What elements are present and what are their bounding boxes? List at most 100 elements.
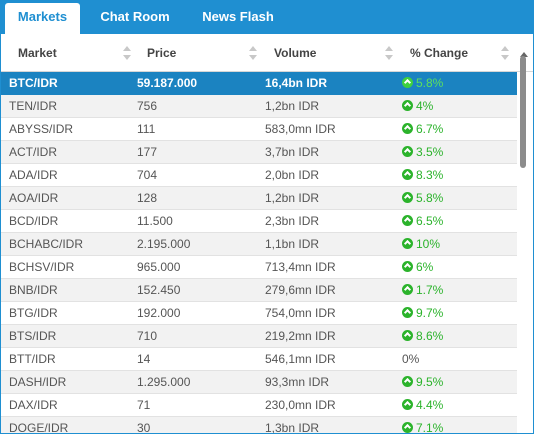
price-value: 152.450 — [137, 283, 181, 297]
volume-value: 3,7bn IDR — [265, 145, 320, 159]
column-header-volume[interactable]: Volume — [274, 46, 317, 60]
column-header-price[interactable]: Price — [147, 46, 177, 60]
table-row[interactable]: BCD/IDR 11.500 2,3bn IDR 6.5% — [1, 210, 517, 233]
arrow-up-circle-icon — [402, 284, 413, 295]
volume-value: 279,6mn IDR — [265, 283, 336, 297]
table-row[interactable]: BTS/IDR 710 219,2mn IDR 8.6% — [1, 325, 517, 348]
arrow-up-circle-icon — [402, 376, 413, 387]
market-name: BTT/IDR — [9, 352, 56, 366]
table-row[interactable]: BCHSV/IDR 965.000 713,4mn IDR 6% — [1, 256, 517, 279]
volume-value: 1,1bn IDR — [265, 237, 320, 251]
arrow-up-circle-icon — [402, 330, 413, 341]
scroll-up-arrow-icon[interactable] — [520, 52, 528, 57]
change-text: 8.6% — [416, 329, 444, 343]
table-row[interactable]: ACT/IDR 177 3,7bn IDR 3.5% — [1, 141, 517, 164]
change-text: 8.3% — [416, 168, 444, 182]
market-name: DAX/IDR — [9, 398, 58, 412]
market-name: BCHSV/IDR — [9, 260, 75, 274]
change-value: 6.7% — [402, 118, 443, 140]
table-row[interactable]: BTC/IDR 59.187.000 16,4bn IDR 5.8% — [1, 72, 517, 95]
change-value: 0% — [402, 348, 419, 370]
change-text: 4.4% — [416, 398, 444, 412]
table-row[interactable]: BTG/IDR 192.000 754,0mn IDR 9.7% — [1, 302, 517, 325]
price-value: 756 — [137, 99, 158, 113]
volume-value: 713,4mn IDR — [265, 260, 336, 274]
markets-table-body: BTC/IDR 59.187.000 16,4bn IDR 5.8% TEN/IDR 75… — [1, 72, 517, 434]
change-text: 5.8% — [416, 76, 444, 90]
volume-value: 93,3mn IDR — [265, 375, 330, 389]
tab-markets[interactable]: Markets — [5, 3, 80, 34]
table-header: Market Price Volume % Change — [1, 34, 533, 72]
price-value: 128 — [137, 191, 158, 205]
change-text: 1.7% — [416, 283, 444, 297]
price-value: 704 — [137, 168, 158, 182]
sort-volume-icon[interactable] — [385, 46, 393, 60]
tab-news-flash[interactable]: News Flash — [202, 9, 274, 24]
price-value: 11.500 — [137, 214, 173, 228]
price-value: 965.000 — [137, 260, 181, 274]
price-value: 2.195.000 — [137, 237, 191, 251]
arrow-up-circle-icon — [402, 123, 413, 134]
change-value: 8.3% — [402, 164, 443, 186]
change-value: 1.7% — [402, 279, 443, 301]
change-value: 6% — [402, 256, 433, 278]
tab-chat-room[interactable]: Chat Room — [100, 9, 170, 24]
volume-value: 583,0mn IDR — [265, 122, 336, 136]
volume-value: 1,2bn IDR — [265, 191, 320, 205]
column-header-market[interactable]: Market — [18, 46, 57, 60]
arrow-up-circle-icon — [402, 399, 413, 410]
table-row[interactable]: DASH/IDR 1.295.000 93,3mn IDR 9.5% — [1, 371, 517, 394]
sort-market-icon[interactable] — [123, 46, 131, 60]
arrow-up-circle-icon — [402, 77, 413, 88]
change-value: 6.5% — [402, 210, 443, 232]
arrow-up-circle-icon — [402, 238, 413, 249]
change-text: 4% — [416, 99, 434, 113]
change-value: 9.7% — [402, 302, 443, 324]
change-value: 5.8% — [402, 72, 443, 94]
table-row[interactable]: TEN/IDR 756 1,2bn IDR 4% — [1, 95, 517, 118]
scrollbar-thumb[interactable] — [520, 56, 526, 168]
change-value: 4.4% — [402, 394, 443, 416]
table-row[interactable]: DOGE/IDR 30 1,3bn IDR 7.1% — [1, 417, 517, 434]
table-row[interactable]: BNB/IDR 152.450 279,6mn IDR 1.7% — [1, 279, 517, 302]
sort-price-icon[interactable] — [249, 46, 257, 60]
volume-value: 230,0mn IDR — [265, 398, 336, 412]
price-value: 710 — [137, 329, 158, 343]
market-name: BTC/IDR — [9, 76, 58, 90]
change-text: 6.5% — [416, 214, 444, 228]
volume-value: 754,0mn IDR — [265, 306, 336, 320]
change-text: 10% — [416, 237, 441, 251]
table-row[interactable]: ABYSS/IDR 111 583,0mn IDR 6.7% — [1, 118, 517, 141]
sort-change-icon[interactable] — [501, 46, 509, 60]
market-name: BCHABC/IDR — [9, 237, 84, 251]
table-row[interactable]: ADA/IDR 704 2,0bn IDR 8.3% — [1, 164, 517, 187]
price-value: 1.295.000 — [137, 375, 191, 389]
table-row[interactable]: DAX/IDR 71 230,0mn IDR 4.4% — [1, 394, 517, 417]
change-text: 7.1% — [416, 421, 444, 434]
market-name: BNB/IDR — [9, 283, 58, 297]
price-value: 192.000 — [137, 306, 181, 320]
market-name: ADA/IDR — [9, 168, 58, 182]
market-name: TEN/IDR — [9, 99, 57, 113]
change-value: 10% — [402, 233, 440, 255]
table-row[interactable]: AOA/IDR 128 1,2bn IDR 5.8% — [1, 187, 517, 210]
price-value: 14 — [137, 352, 151, 366]
volume-value: 546,1mn IDR — [265, 352, 336, 366]
change-value: 8.6% — [402, 325, 443, 347]
market-name: ACT/IDR — [9, 145, 57, 159]
price-value: 71 — [137, 398, 151, 412]
change-value: 3.5% — [402, 141, 443, 163]
market-name: ABYSS/IDR — [9, 122, 74, 136]
change-text: 6.7% — [416, 122, 444, 136]
column-header-change[interactable]: % Change — [410, 46, 469, 60]
arrow-up-circle-icon — [402, 169, 413, 180]
table-row[interactable]: BCHABC/IDR 2.195.000 1,1bn IDR 10% — [1, 233, 517, 256]
price-value: 111 — [137, 122, 156, 136]
arrow-up-circle-icon — [402, 261, 413, 272]
volume-value: 2,3bn IDR — [265, 214, 320, 228]
volume-value: 16,4bn IDR — [265, 76, 328, 90]
arrow-up-circle-icon — [402, 146, 413, 157]
table-row[interactable]: BTT/IDR 14 546,1mn IDR 0% — [1, 348, 517, 371]
volume-value: 1,2bn IDR — [265, 99, 320, 113]
